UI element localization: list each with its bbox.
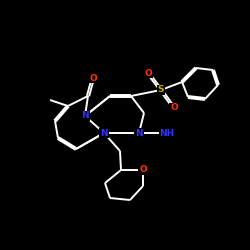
Text: N: N: [81, 112, 89, 120]
Text: N: N: [100, 128, 108, 138]
Text: O: O: [170, 104, 178, 112]
Text: N: N: [135, 128, 143, 138]
Text: S: S: [158, 86, 164, 94]
Text: O: O: [144, 68, 152, 78]
Text: NH: NH: [160, 128, 175, 138]
Text: O: O: [89, 74, 97, 82]
Text: O: O: [139, 166, 147, 174]
